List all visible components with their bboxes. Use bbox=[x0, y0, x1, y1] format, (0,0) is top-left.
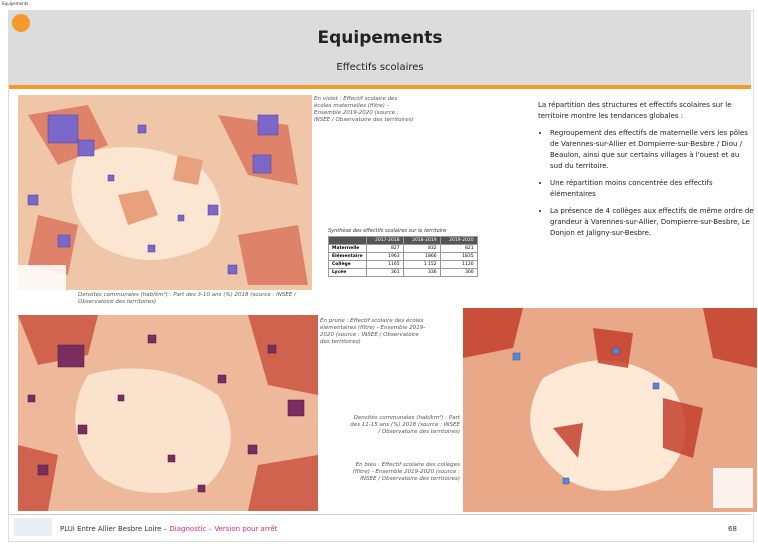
page-number: 68 bbox=[728, 525, 737, 533]
logo bbox=[14, 518, 52, 536]
title: Equipements bbox=[317, 28, 443, 48]
table-cell: Lycée bbox=[328, 268, 367, 277]
table-header: 2017-2018 2018-2019 2019-2020 bbox=[328, 236, 478, 245]
summary-table: 2017-2018 2018-2019 2019-2020 Maternelle 827… bbox=[328, 236, 478, 277]
footer bbox=[9, 514, 751, 540]
table-cell: 1120 bbox=[439, 260, 478, 269]
table-cell: 1 152 bbox=[402, 260, 441, 269]
footer-highlight: Diagnostic – Version pour arrêt bbox=[169, 525, 278, 533]
footer-text: PLUi Entre Allier Besbre Loire – Diagnos… bbox=[60, 525, 277, 533]
table-cell: 336 bbox=[402, 268, 441, 277]
subtitle: Effectifs scolaires bbox=[336, 62, 424, 73]
bullet: Regroupement des effectifs de maternelle… bbox=[550, 128, 754, 172]
table-cell: 1866 bbox=[402, 252, 441, 261]
text-block: La répartition des structures et effecti… bbox=[538, 100, 754, 245]
bullet: Une répartition moins concentrée des eff… bbox=[550, 178, 754, 200]
bullet: La présence de 4 collèges aux effectifs … bbox=[550, 206, 754, 239]
table-cell: 300 bbox=[439, 268, 478, 277]
caption: En prune : Effectif scolaire des écoles … bbox=[320, 318, 426, 345]
header-cell: 2019-2020 bbox=[439, 236, 478, 245]
table-cell: 1165 bbox=[365, 260, 404, 269]
caption: En violet : Effectif scolaire des écoles… bbox=[314, 96, 414, 123]
table-row: Maternelle 827 832 821 bbox=[328, 244, 478, 253]
table-cell: 361 bbox=[365, 268, 404, 277]
table-cell: 1963 bbox=[365, 252, 404, 261]
map-college bbox=[463, 308, 757, 512]
bullet-list: Regroupement des effectifs de maternelle… bbox=[538, 128, 754, 239]
header-band bbox=[9, 11, 751, 85]
table-cell: Collège bbox=[328, 260, 367, 269]
table-cell: Maternelle bbox=[328, 244, 367, 253]
map-elementaire bbox=[18, 315, 318, 511]
table-title: Synthèse des effectifs scolaires sur le … bbox=[328, 228, 447, 234]
table-cell: 821 bbox=[439, 244, 478, 253]
footer-left: PLUi Entre Allier Besbre Loire – bbox=[60, 525, 170, 533]
header-cell bbox=[328, 236, 367, 245]
map-maternelle bbox=[18, 95, 312, 290]
table-cell: Elémentaire bbox=[328, 252, 367, 261]
slide-frame bbox=[8, 10, 754, 542]
header-dot bbox=[12, 14, 30, 32]
caption: Densités communales (hab/km²) : Part des… bbox=[350, 415, 460, 435]
caption: En bleu : Effectif scolaire des collèges… bbox=[352, 462, 460, 482]
caption: Densités communales (hab/km²) : Part des… bbox=[78, 292, 296, 305]
header-rule bbox=[9, 85, 751, 89]
table-cell: 827 bbox=[365, 244, 404, 253]
table-row: Elémentaire 1963 1866 1835 bbox=[328, 252, 478, 261]
header-cell: 2017-2018 bbox=[365, 236, 404, 245]
table-cell: 832 bbox=[402, 244, 441, 253]
table-cell: 1835 bbox=[439, 252, 478, 261]
intro: La répartition des structures et effecti… bbox=[538, 101, 732, 120]
table-row: Collège 1165 1 152 1120 bbox=[328, 260, 478, 269]
table-row: Lycée 361 336 300 bbox=[328, 268, 478, 277]
header-cell: 2018-2019 bbox=[402, 236, 441, 245]
corner-label: Equipements bbox=[2, 1, 29, 6]
